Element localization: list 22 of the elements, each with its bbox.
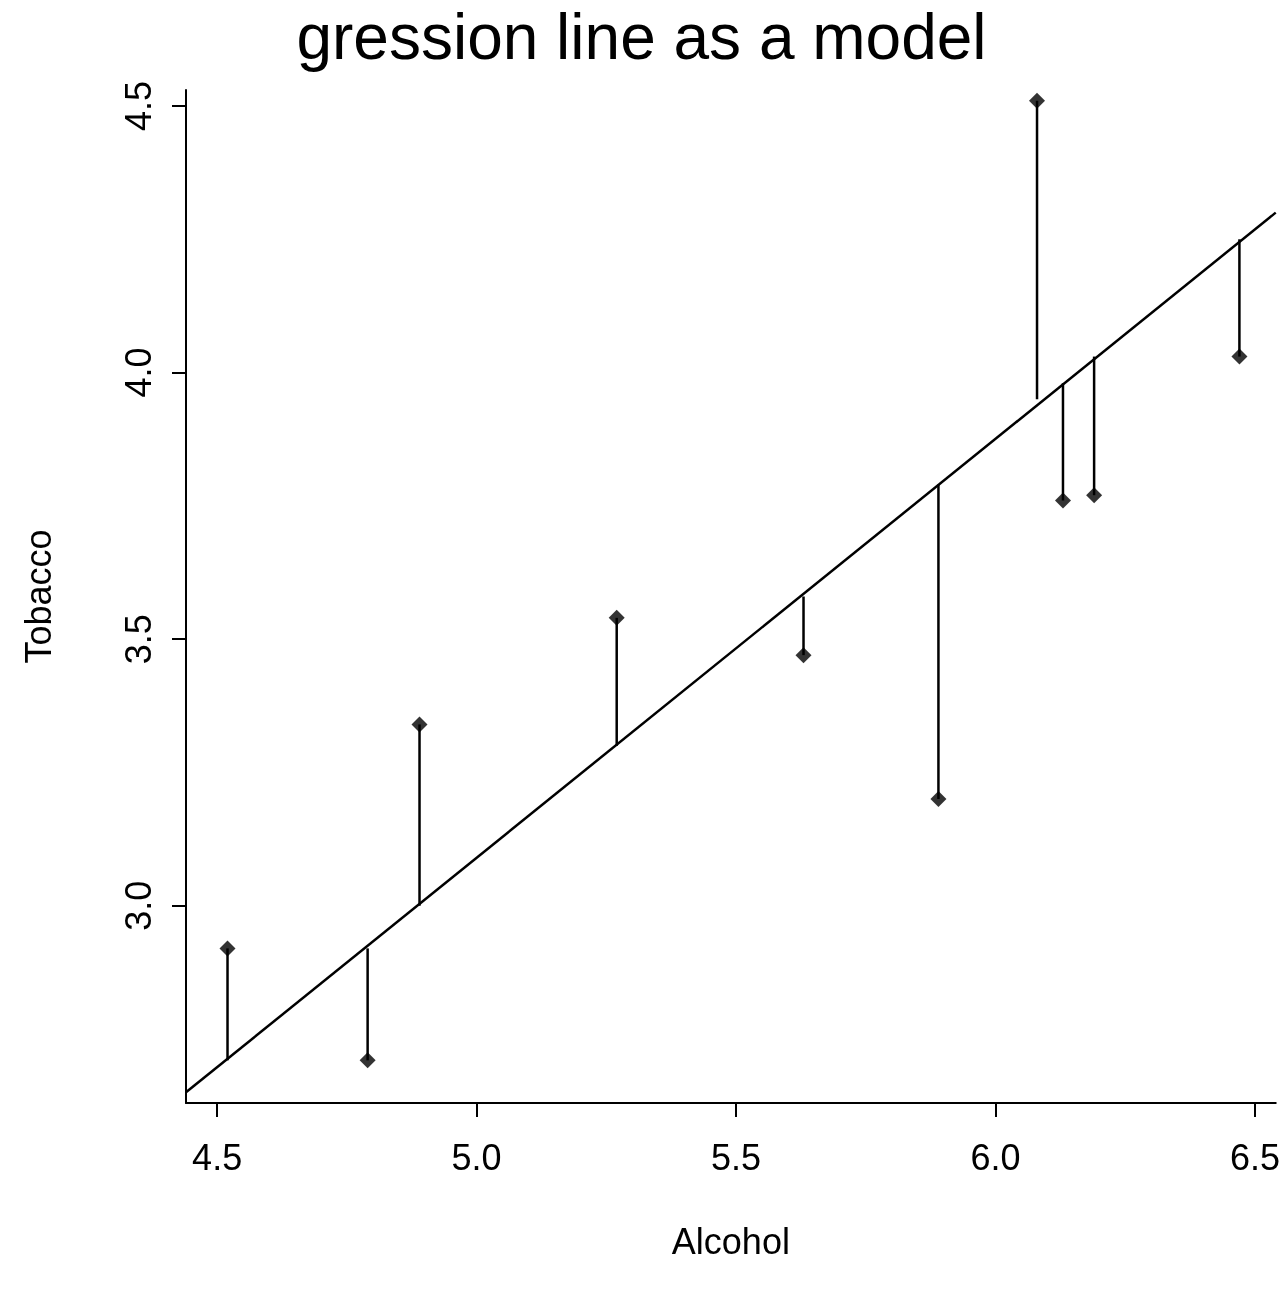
point <box>608 609 625 626</box>
y-tick-label: 3.5 <box>117 614 159 665</box>
x-tick-label: 5.0 <box>451 1136 502 1178</box>
point <box>219 940 236 957</box>
point <box>1054 492 1071 509</box>
y-axis-title: Tobacco <box>17 529 59 664</box>
x-tick-label: 5.5 <box>711 1136 762 1178</box>
x-axis-title: Alcohol <box>671 1220 790 1262</box>
y-tick-label: 4.5 <box>117 80 159 132</box>
point <box>930 791 947 808</box>
y-tick-label: 3.0 <box>117 880 159 931</box>
x-tick-label: 4.5 <box>192 1136 243 1178</box>
point <box>411 716 428 733</box>
point <box>795 647 812 664</box>
point <box>1231 348 1248 365</box>
y-tick-label: 4.0 <box>117 347 159 398</box>
chart-title: gression line as a model <box>296 1 987 73</box>
x-tick-label: 6.0 <box>970 1136 1021 1178</box>
x-tick-label: 6.5 <box>1229 1136 1280 1178</box>
point <box>1029 92 1046 109</box>
point <box>359 1052 376 1069</box>
point <box>1086 487 1103 504</box>
